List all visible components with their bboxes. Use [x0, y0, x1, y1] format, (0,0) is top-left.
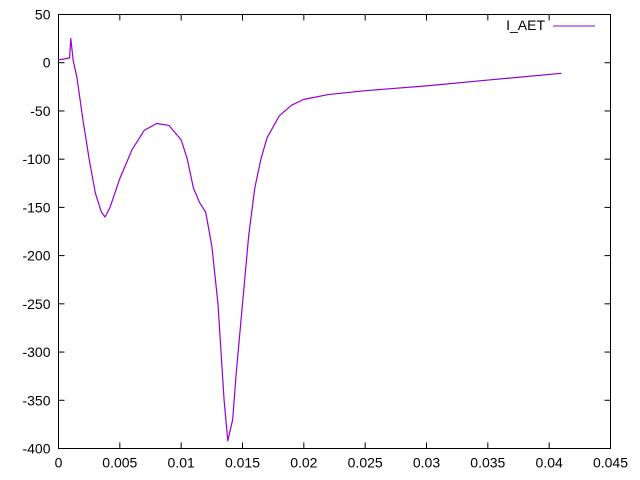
y-tick-label: -200 — [22, 248, 50, 264]
x-tick-label: 0.025 — [348, 455, 383, 471]
y-tick-label: -250 — [22, 296, 50, 312]
legend: I_AET — [506, 17, 595, 33]
series-line-i-aet — [58, 38, 562, 442]
legend-label-i-aet: I_AET — [506, 17, 545, 33]
x-tick-label: 0.04 — [536, 455, 563, 471]
y-tick-label: -150 — [22, 199, 50, 215]
x-tick-label: 0.02 — [290, 455, 317, 471]
x-tick-label: 0.005 — [102, 455, 137, 471]
x-tick-label: 0.035 — [470, 455, 505, 471]
x-axis: 0 0.005 0.01 0.015 0.02 0.025 0.03 0.035 0.04 0.0… — [55, 14, 628, 471]
y-tick-label: 0 — [43, 55, 51, 71]
plot-frame — [58, 14, 611, 449]
y-tick-label: -50 — [30, 103, 50, 119]
x-tick-label: 0.015 — [225, 455, 260, 471]
x-tick-label: 0.01 — [168, 455, 195, 471]
y-tick-label: 50 — [35, 7, 51, 23]
y-tick-label: -400 — [22, 441, 50, 457]
y-tick-label: -300 — [22, 344, 50, 360]
y-axis: 50 0 -50 -100 -150 -200 -250 -300 -350 -400 — [22, 7, 611, 457]
y-tick-label: -100 — [22, 151, 50, 167]
x-tick-label: 0.045 — [593, 455, 628, 471]
x-tick-label: 0 — [55, 455, 63, 471]
y-tick-label: -350 — [22, 392, 50, 408]
x-tick-label: 0.03 — [413, 455, 440, 471]
series-layer — [58, 38, 562, 442]
